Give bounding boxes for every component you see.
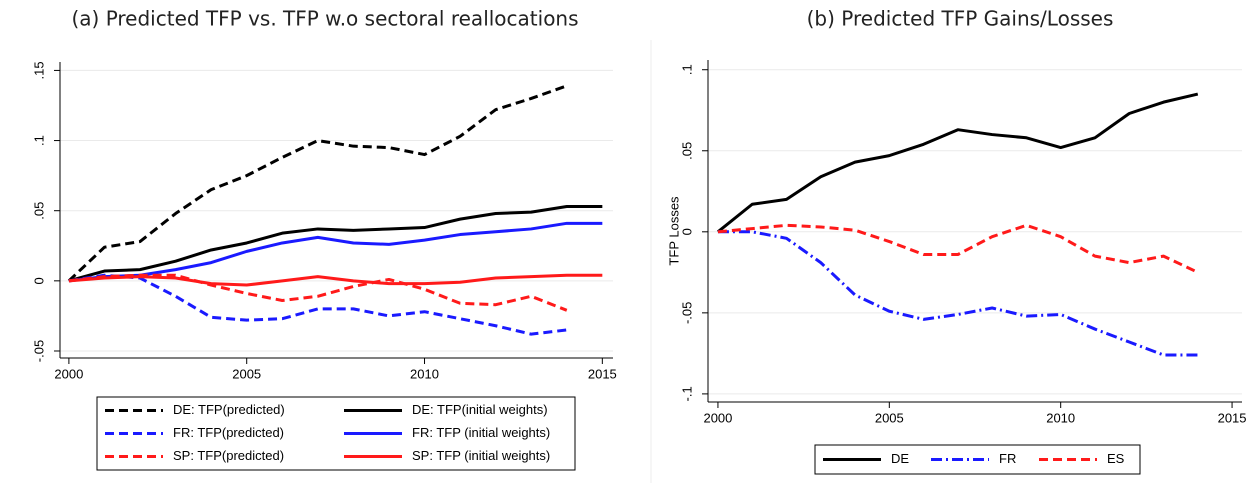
y-tick-label: 0 bbox=[31, 277, 46, 284]
y-tick-label: .05 bbox=[31, 202, 46, 220]
series-line bbox=[717, 92, 1199, 233]
y-tick-label: .1 bbox=[679, 64, 694, 75]
chart-title: (b) Predicted TFP Gains/Losses bbox=[807, 7, 1114, 31]
series-line bbox=[68, 221, 603, 283]
series-line bbox=[67, 84, 568, 282]
legend-box bbox=[96, 396, 576, 471]
x-tick-label: 2015 bbox=[588, 366, 617, 381]
series-line bbox=[68, 204, 603, 283]
x-tick-label: 2005 bbox=[232, 366, 261, 381]
x-tick-label: 2000 bbox=[703, 410, 732, 425]
x-tick-label: 2010 bbox=[410, 366, 439, 381]
y-axis-title: TFP Losses bbox=[666, 196, 681, 266]
y-tick-label: 0 bbox=[679, 228, 694, 235]
y-tick-label: -.05 bbox=[679, 302, 694, 324]
x-tick-label: 2005 bbox=[875, 410, 904, 425]
series-line bbox=[68, 273, 603, 287]
legend-label: DE: TFP(initial weights) bbox=[412, 402, 548, 417]
series-line bbox=[717, 223, 1199, 274]
chart-title: (a) Predicted TFP vs. TFP w.o sectoral r… bbox=[71, 7, 578, 31]
legend-label: FR bbox=[999, 451, 1016, 466]
series-line bbox=[68, 273, 567, 336]
y-tick-label: -.1 bbox=[679, 386, 694, 401]
legend-label: ES bbox=[1107, 451, 1125, 466]
x-tick-label: 2000 bbox=[54, 366, 83, 381]
x-tick-label: 2010 bbox=[1046, 410, 1075, 425]
legend-label: DE bbox=[891, 451, 909, 466]
legend-label: SP: TFP(predicted) bbox=[173, 448, 284, 463]
legend-label: FR: TFP (initial weights) bbox=[412, 425, 550, 440]
series-line bbox=[68, 273, 568, 312]
legend-label: FR: TFP(predicted) bbox=[173, 425, 284, 440]
legend-label: SP: TFP (initial weights) bbox=[412, 448, 550, 463]
y-tick-label: .05 bbox=[679, 142, 694, 160]
y-tick-label: .15 bbox=[31, 61, 46, 79]
y-tick-label: .1 bbox=[31, 135, 46, 146]
x-tick-label: 2015 bbox=[1218, 410, 1247, 425]
legend-label: DE: TFP(predicted) bbox=[173, 402, 285, 417]
y-tick-label: -.05 bbox=[31, 340, 46, 362]
